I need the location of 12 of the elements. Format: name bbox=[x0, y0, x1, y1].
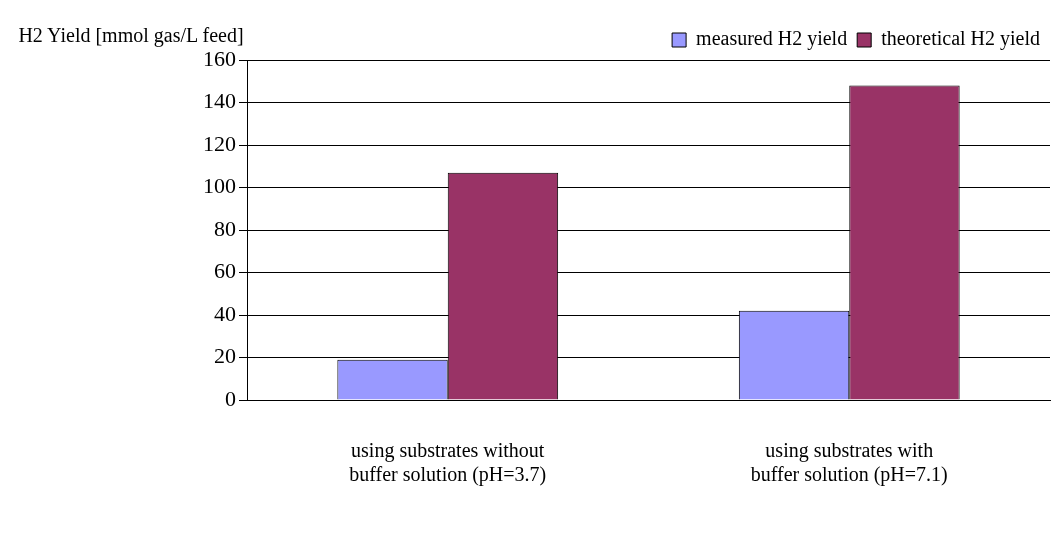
x-tick-label: using substrates without buffer solution (pH=3.7) bbox=[349, 439, 547, 487]
y-tick-label: 0 bbox=[225, 385, 236, 411]
y-tick-label: 100 bbox=[203, 173, 236, 199]
y-tick-label: 40 bbox=[214, 300, 236, 326]
y-tick-label: 120 bbox=[203, 130, 236, 156]
legend-label: measured H2 yield bbox=[696, 27, 848, 51]
y-tick-label: 140 bbox=[203, 88, 236, 114]
x-tick-label: using substrates with buffer solution (pH=7.1) bbox=[750, 439, 948, 487]
y-tick-label: 80 bbox=[214, 215, 236, 241]
legend-label: theoretical H2 yield bbox=[881, 27, 1040, 51]
y-tick-label: 60 bbox=[214, 258, 236, 284]
y-tick-label: 20 bbox=[214, 343, 236, 369]
